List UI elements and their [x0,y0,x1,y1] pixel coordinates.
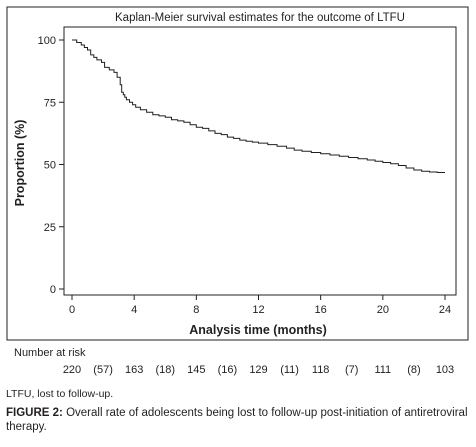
x-axis-title: Analysis time (months) [189,323,327,337]
x-tick-label: 12 [252,304,264,316]
censored-count: (8) [407,364,420,376]
y-tick-label: 0 [50,284,56,296]
risk-count: 118 [312,364,330,376]
chart-title: Kaplan-Meier survival estimates for the … [115,12,405,24]
y-tick-label: 75 [44,97,56,109]
risk-count: 103 [436,364,454,376]
risk-count: 111 [374,364,391,376]
risk-table-row: 220 (57) 163 (18) 145 (16) 129 (11) 118 (7) 111 (8)… [63,364,454,376]
y-tick-label: 25 [44,222,56,234]
y-tick-label: 50 [44,160,56,172]
y-axis-title: Proportion (%) [13,120,27,207]
censored-count: (16) [218,364,238,376]
censored-count: (18) [155,364,175,376]
plot-area [63,26,457,296]
x-tick-label: 16 [315,304,327,316]
censored-count: (7) [345,364,358,376]
x-tick-label: 4 [131,304,137,316]
survival-curve [72,39,445,173]
risk-table-label: Number at risk [14,347,86,359]
risk-count: 145 [187,364,205,376]
risk-count: 220 [63,364,81,376]
risk-count: 163 [125,364,143,376]
risk-count: 129 [249,364,267,376]
caption-label: FIGURE 2: [6,407,63,419]
x-tick-label: 24 [439,304,451,316]
x-tick-label: 0 [69,304,75,316]
y-axis: 0 25 50 75 100 [38,35,64,296]
y-tick-label: 100 [38,35,56,47]
x-tick-label: 8 [193,304,199,316]
x-axis: 0 4 8 12 16 20 24 [69,295,451,316]
km-chart: Kaplan-Meier survival estimates for the … [6,6,469,376]
figure-caption: FIGURE 2: Overall rate of adolescents be… [6,406,468,434]
footnote: LTFU, lost to follow-up. [6,388,114,400]
censored-count: (57) [93,364,113,376]
x-tick-label: 20 [377,304,389,316]
caption-text: Overall rate of adolescents being lost t… [6,407,468,433]
censored-count: (11) [280,364,299,376]
plot-frame [6,6,469,341]
